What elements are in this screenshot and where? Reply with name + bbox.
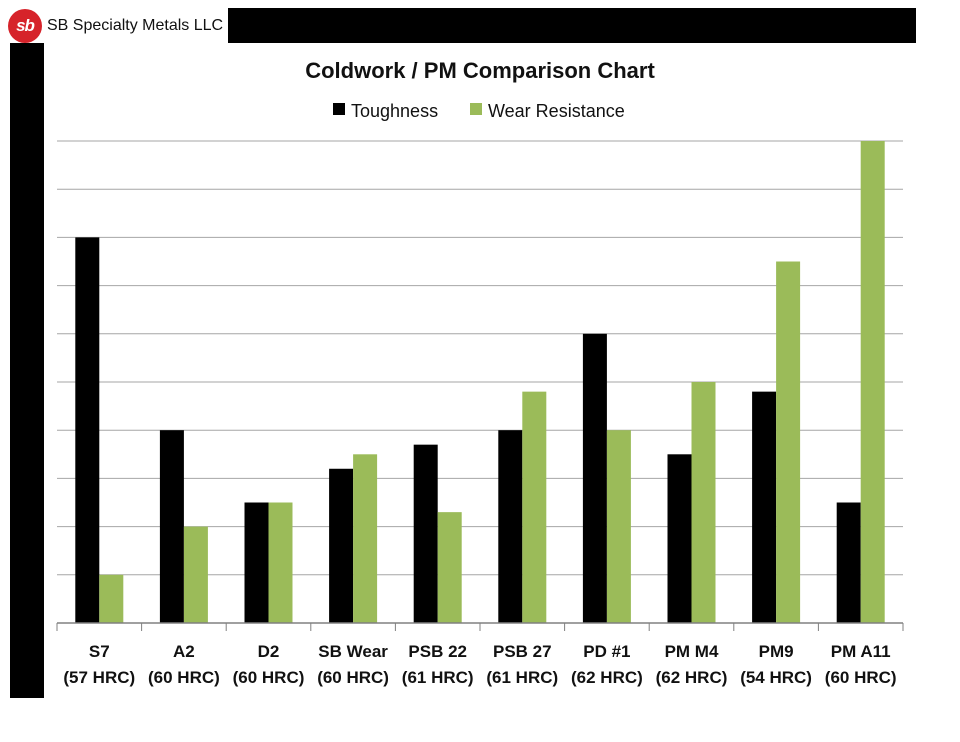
bar-toughness [75,237,100,623]
x-tick-label-name: D2 [258,642,280,661]
bar-toughness [836,502,861,623]
x-tick-label-name: A2 [173,642,195,661]
bar-toughness [498,430,523,623]
left-bar [10,43,44,698]
x-tick-label: PSB 27 (61 HRC) [486,642,558,687]
bar-wear-resistance [353,454,378,623]
bar-toughness [667,454,692,623]
legend-label-toughness: Toughness [351,101,438,121]
legend: Toughness Wear Resistance [333,101,625,121]
bar-wear-resistance [606,430,631,623]
bar-toughness [329,468,354,623]
x-tick-label-name: S7 [89,642,110,661]
bar-wear-resistance [268,502,293,623]
legend-label-wear-resistance: Wear Resistance [488,101,625,121]
x-tick-label: PM A11 (60 HRC) [825,642,897,687]
bar-wear-resistance [183,526,208,623]
x-tick-label-name: PSB 22 [408,642,467,661]
x-tick-label-name: PM M4 [665,642,719,661]
bar-wear-resistance [437,512,462,623]
x-tick-label: S7 (57 HRC) [63,642,135,687]
x-tick-label: PD #1 (62 HRC) [571,642,643,687]
x-tick-label: PM M4 (62 HRC) [656,642,728,687]
x-tick-label-hardness: (54 HRC) [740,668,812,687]
x-tick-label-name: PM9 [759,642,794,661]
x-tick-label-name: SB Wear [318,642,388,661]
bar-toughness [244,502,269,623]
x-tick-label: SB Wear (60 HRC) [317,642,389,687]
chart-title: Coldwork / PM Comparison Chart [305,58,655,83]
x-tick-label-hardness: (61 HRC) [402,668,474,687]
x-tick-label-hardness: (60 HRC) [233,668,305,687]
legend-swatch-toughness [333,103,345,115]
bars [75,141,885,623]
bar-toughness [752,391,777,623]
bar-wear-resistance [691,382,716,623]
bar-toughness [159,430,184,623]
bar-wear-resistance [860,141,885,623]
x-tick-label-hardness: (57 HRC) [63,668,135,687]
x-tick-label: PSB 22 (61 HRC) [402,642,474,687]
x-tick-label-name: PSB 27 [493,642,552,661]
legend-swatch-wear-resistance [470,103,482,115]
x-tick-label-hardness: (61 HRC) [486,668,558,687]
x-tick-label-name: PM A11 [831,642,891,661]
x-tick-label-hardness: (60 HRC) [825,668,897,687]
company-name: SB Specialty Metals LLC [47,16,224,34]
x-tick-label-hardness: (60 HRC) [317,668,389,687]
bar-wear-resistance [776,261,801,623]
bar-wear-resistance [522,391,547,623]
bar-wear-resistance [99,574,124,623]
sb-logo-icon: sb [8,8,42,43]
x-tick-labels: S7 (57 HRC) A2 (60 HRC) D2 (60 HRC) SB Wear (60… [63,642,896,687]
x-axis [56,622,904,631]
bar-toughness [582,333,607,623]
x-tick-label: PM9 (54 HRC) [740,642,812,687]
x-tick-label-name: PD #1 [583,642,630,661]
x-tick-label-hardness: (60 HRC) [148,668,220,687]
logo: sb SB Specialty Metals LLC [0,8,228,43]
x-tick-label-hardness: (62 HRC) [656,668,728,687]
bar-toughness [413,444,438,623]
x-tick-label: A2 (60 HRC) [148,642,220,687]
x-tick-label: D2 (60 HRC) [233,642,305,687]
x-tick-label-hardness: (62 HRC) [571,668,643,687]
